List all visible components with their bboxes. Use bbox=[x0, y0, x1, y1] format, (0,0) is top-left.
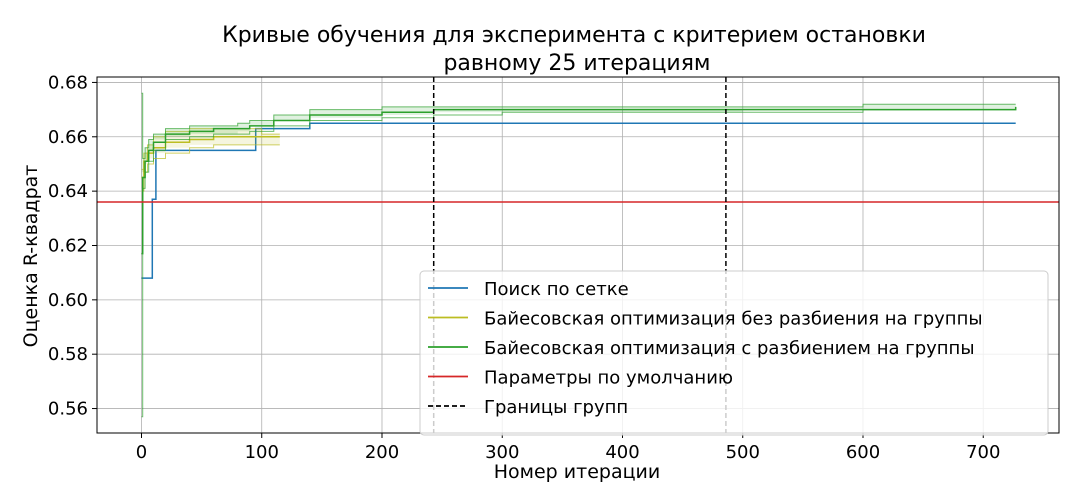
series-2-band-lower bbox=[141, 109, 1016, 418]
x-tick-label-3: 300 bbox=[485, 442, 519, 463]
x-tick-label-6: 600 bbox=[846, 442, 880, 463]
series-1-band bbox=[141, 128, 280, 192]
y-tick-label-5: 0.66 bbox=[48, 127, 88, 148]
legend-label-1: Байесовская оптимизация без разбиения на… bbox=[484, 309, 983, 330]
x-tick-label-0: 0 bbox=[136, 442, 147, 463]
series-2-line bbox=[141, 106, 1017, 255]
y-tick-label-1: 0.58 bbox=[48, 344, 88, 365]
y-tick-label-2: 0.60 bbox=[48, 290, 88, 311]
y-tick-label-0: 0.56 bbox=[48, 399, 88, 420]
legend-label-0: Поиск по сетке bbox=[484, 279, 629, 300]
y-tick-label-4: 0.64 bbox=[48, 181, 88, 202]
legend-box bbox=[419, 270, 1049, 436]
x-tick-label-7: 700 bbox=[966, 442, 1000, 463]
series-2-band-upper bbox=[141, 92, 1016, 159]
chart-title-line-1: Кривые обучения для эксперимента с крите… bbox=[222, 23, 926, 48]
x-tick-label-4: 400 bbox=[605, 442, 639, 463]
legend-label-2: Байесовская оптимизация с разбиением на … bbox=[484, 338, 975, 359]
chart-title-line-2: равному 25 итерациям bbox=[443, 51, 710, 76]
x-tick-label-5: 500 bbox=[726, 442, 760, 463]
series-0-line bbox=[141, 122, 1016, 279]
legend-label-4: Границы групп bbox=[484, 397, 628, 418]
x-tick-label-1: 100 bbox=[245, 442, 279, 463]
y-tick-label-3: 0.62 bbox=[48, 235, 88, 256]
legend: Поиск по сетке Байесовская оптимизация бе… bbox=[419, 270, 1049, 436]
x-tick-label-2: 200 bbox=[365, 442, 399, 463]
plot-area: 0 100 200 300 400 500 600 700 0.56 0.58 0.60 0.62 0.… bbox=[48, 72, 1060, 463]
y-axis-title: Оценка R-квадрат bbox=[20, 165, 42, 348]
y-tick-label-6: 0.68 bbox=[48, 72, 88, 93]
x-axis-title: Номер итерации bbox=[494, 461, 660, 483]
legend-label-3: Параметры по умолчанию bbox=[484, 368, 733, 389]
